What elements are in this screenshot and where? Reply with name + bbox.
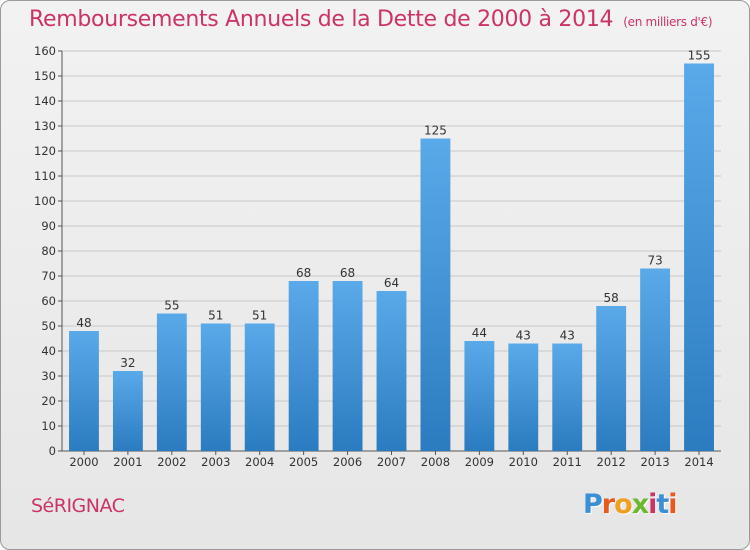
logo-letter: x xyxy=(631,489,649,520)
bar-value-label: 68 xyxy=(296,266,311,280)
bar-value-label: 43 xyxy=(560,329,575,343)
bar-value-label: 125 xyxy=(424,124,447,138)
x-tick-label: 2010 xyxy=(509,455,538,469)
bar xyxy=(420,138,451,451)
unit-note: (en milliers d'€) xyxy=(623,15,713,29)
bar-value-label: 64 xyxy=(384,276,399,290)
y-tick-label: 30 xyxy=(41,369,56,383)
y-tick-label: 40 xyxy=(41,344,56,358)
x-tick-label: 2009 xyxy=(465,455,494,469)
proxiti-logo: Proxiti xyxy=(583,489,678,520)
logo-letter: i xyxy=(668,489,677,520)
bar xyxy=(112,371,143,451)
bar-value-label: 51 xyxy=(252,309,267,323)
y-tick-label: 160 xyxy=(34,44,56,58)
bar xyxy=(156,313,187,451)
y-tick-label: 50 xyxy=(41,319,56,333)
bar xyxy=(69,331,99,451)
logo-letter: o xyxy=(614,489,633,520)
x-tick-label: 2014 xyxy=(684,455,713,469)
x-tick-label: 2013 xyxy=(640,455,669,469)
y-tick-label: 60 xyxy=(41,294,56,308)
y-tick-label: 140 xyxy=(34,94,56,108)
x-tick-label: 2003 xyxy=(201,455,230,469)
bar xyxy=(640,268,671,451)
bar xyxy=(332,281,363,451)
bar-value-label: 44 xyxy=(472,326,487,340)
x-tick-label: 2012 xyxy=(597,455,626,469)
bar-value-label: 43 xyxy=(516,329,531,343)
bar-value-label: 155 xyxy=(688,49,711,63)
commune-name: SéRIGNAC xyxy=(31,495,125,517)
bar-value-label: 48 xyxy=(76,316,91,330)
logo-letter: i xyxy=(648,489,657,520)
bar xyxy=(288,281,319,451)
bar-value-label: 73 xyxy=(647,254,662,268)
y-tick-label: 0 xyxy=(49,444,56,458)
x-tick-label: 2006 xyxy=(333,455,362,469)
y-tick-label: 10 xyxy=(41,419,56,433)
bar xyxy=(376,291,407,451)
x-tick-label: 2002 xyxy=(157,455,186,469)
y-tick-label: 120 xyxy=(34,144,56,158)
bar xyxy=(200,323,231,451)
bar xyxy=(596,306,627,451)
y-tick-label: 100 xyxy=(34,194,56,208)
bar-value-label: 55 xyxy=(164,299,179,313)
y-tick-label: 70 xyxy=(41,269,56,283)
bar xyxy=(464,341,495,451)
x-tick-label: 2011 xyxy=(553,455,582,469)
bar-value-label: 58 xyxy=(604,291,619,305)
x-tick-label: 2005 xyxy=(289,455,318,469)
y-tick-label: 20 xyxy=(41,394,56,408)
y-tick-label: 80 xyxy=(41,244,56,258)
x-tick-label: 2008 xyxy=(421,455,450,469)
bar-value-label: 51 xyxy=(208,309,223,323)
x-tick-label: 2007 xyxy=(377,455,406,469)
x-tick-label: 2004 xyxy=(245,455,274,469)
logo-letter: P xyxy=(583,489,603,520)
bar-value-label: 32 xyxy=(120,356,135,370)
bar xyxy=(684,63,714,451)
chart-title-text: Remboursements Annuels de la Dette de 20… xyxy=(29,7,614,32)
bar xyxy=(244,323,275,451)
y-tick-label: 150 xyxy=(34,69,56,83)
y-tick-label: 90 xyxy=(41,219,56,233)
bar xyxy=(508,343,539,451)
bar xyxy=(552,343,583,451)
y-tick-label: 130 xyxy=(34,119,56,133)
chart-title: Remboursements Annuels de la Dette de 20… xyxy=(29,7,713,32)
x-tick-label: 2001 xyxy=(113,455,142,469)
x-tick-label: 2000 xyxy=(69,455,98,469)
logo-letter: r xyxy=(601,489,615,520)
y-tick-label: 110 xyxy=(34,169,56,183)
logo-letter: t xyxy=(656,489,669,520)
bar-value-label: 68 xyxy=(340,266,355,280)
